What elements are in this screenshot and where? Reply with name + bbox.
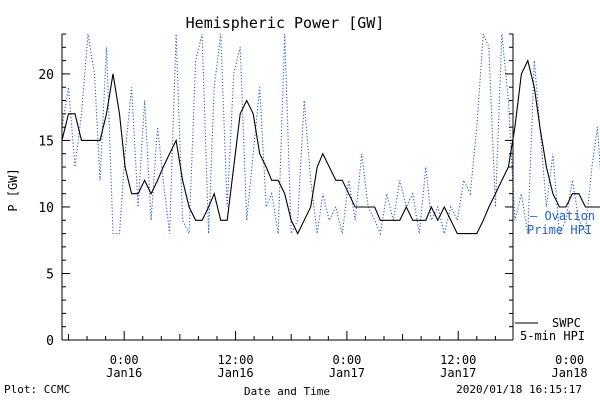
x-tick-label-date: Jan16	[106, 366, 142, 380]
x-tick-label-time: 12:00	[217, 353, 253, 367]
y-tick-label: 10	[38, 201, 54, 216]
x-tick-label-date: Jan18	[552, 366, 588, 380]
x-tick-label-date: Jan16	[217, 366, 253, 380]
x-axis-label: Date and Time	[244, 385, 330, 398]
y-tick-label: 5	[46, 267, 54, 282]
series-line-ovation-prime	[61, 33, 600, 236]
y-tick-label: 20	[38, 68, 54, 83]
x-tick-label-time: 0:00	[555, 353, 584, 367]
legend: — Ovation Prime HPI SWPC 5-min HPI	[515, 209, 595, 343]
legend-ovation-label: — Ovation	[530, 209, 595, 223]
timestamp: 2020/01/18 16:15:17	[456, 383, 582, 396]
legend-swpc-label: SWPC	[552, 316, 581, 330]
plot-credit: Plot: CCMC	[4, 383, 71, 396]
legend-ovation-label-line2: Prime HPI	[527, 223, 592, 237]
x-tick-label-time: 0:00	[110, 353, 139, 367]
x-tick-label-time: 12:00	[440, 353, 476, 367]
plot-area: 051015200:00Jan1612:00Jan160:00Jan1712:0…	[38, 33, 600, 380]
series-line-swpc	[61, 58, 600, 235]
x-tick-label-time: 0:00	[332, 353, 361, 367]
chart-title: Hemispheric Power [GW]	[186, 14, 385, 32]
y-tick-label: 15	[38, 134, 54, 149]
x-tick-label-date: Jan17	[440, 366, 476, 380]
x-tick-label-date: Jan17	[329, 366, 365, 380]
legend-swpc-label-line2: 5-min HPI	[520, 329, 585, 343]
y-axis-label: P [GW]	[6, 168, 20, 211]
y-tick-label: 0	[46, 334, 54, 349]
